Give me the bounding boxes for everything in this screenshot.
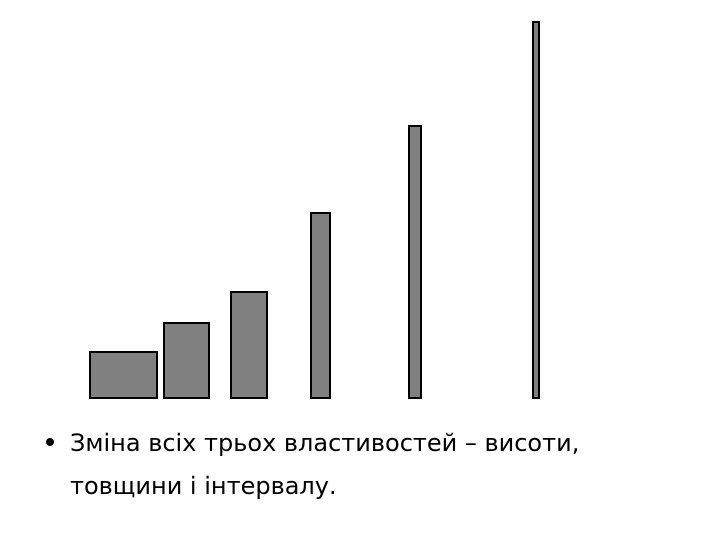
bar-shape <box>89 351 158 399</box>
bullet-text: товщини і інтервалу. <box>70 472 337 500</box>
bar-shape <box>532 21 540 399</box>
bar-shape <box>230 291 268 399</box>
bar-shape <box>310 212 331 399</box>
bullet-dot <box>46 438 54 446</box>
bullet-text: Зміна всіх трьох властивостей – висоти, <box>70 429 579 457</box>
bar-shape <box>163 322 210 399</box>
bar-shape <box>408 125 422 399</box>
